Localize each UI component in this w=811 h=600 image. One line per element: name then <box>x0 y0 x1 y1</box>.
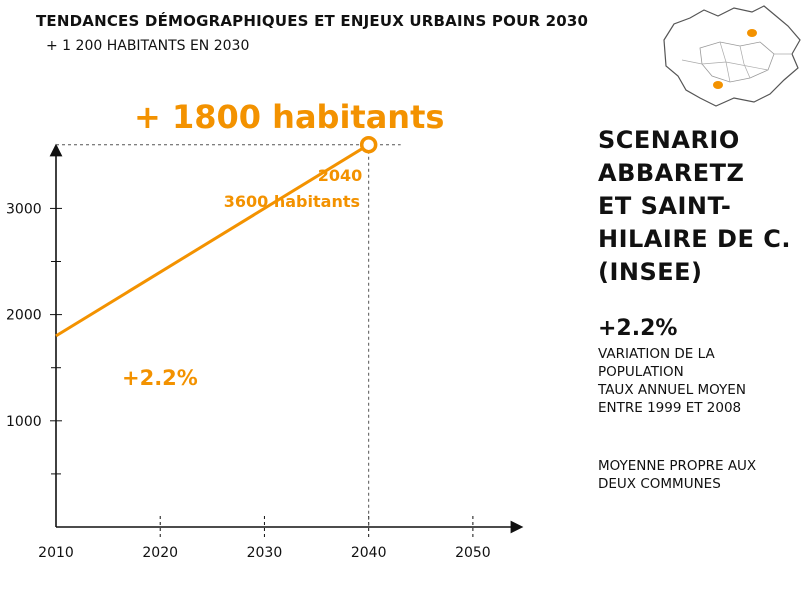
commune-boundaries-inner <box>681 41 792 83</box>
stat-note-line: DEUX COMMUNES <box>598 476 721 492</box>
x-tick-label: 2050 <box>455 545 491 561</box>
scenario-title-line: (INSEE) <box>598 258 703 286</box>
y-tick-label: 3000 <box>6 201 42 217</box>
scenario-title-line: HILAIRE DE C. <box>598 225 791 253</box>
headline-population-gain: + 1800 habitants <box>134 98 445 136</box>
x-tick-label: 2030 <box>247 545 283 561</box>
scenario-title-line: SCENARIO <box>598 126 740 154</box>
highlight-saint-hilaire <box>713 81 723 89</box>
y-tick-label: 1000 <box>6 414 42 430</box>
scenario-title: SCENARIO ABBARETZ ET SAINT- HILAIRE DE C… <box>598 124 803 289</box>
commune-boundaries <box>699 41 775 83</box>
stat-description: VARIATION DE LA POPULATION TAUX ANNUEL M… <box>598 345 798 417</box>
scenario-title-line: ABBARETZ <box>598 159 745 187</box>
stat-description-line: TAUX ANNUEL MOYEN <box>598 382 746 398</box>
annotation-growth-rate: +2.2% <box>122 366 198 390</box>
x-tick-label: 2010 <box>38 545 74 561</box>
stat-description-line: VARIATION DE LA <box>598 346 715 362</box>
annotation-end-year: 2040 <box>318 166 363 185</box>
y-tick-label: 2000 <box>6 308 42 324</box>
stat-value: +2.2% <box>598 316 678 341</box>
page-title: TENDANCES DÉMOGRAPHIQUES ET ENJEUX URBAI… <box>36 12 589 30</box>
page-subtitle: + 1 200 HABITANTS EN 2030 <box>46 38 250 54</box>
stat-note-line: MOYENNE PROPRE AUX <box>598 458 757 474</box>
stat-note: MOYENNE PROPRE AUX DEUX COMMUNES <box>598 457 798 493</box>
stat-description-line: ENTRE 1999 ET 2008 <box>598 400 742 416</box>
series-line <box>55 143 370 338</box>
x-tick-label: 2040 <box>351 545 387 561</box>
scenario-title-line: ET SAINT- <box>598 192 732 220</box>
locator-map <box>663 5 801 107</box>
chart-axes <box>49 143 524 534</box>
x-tick-label: 2020 <box>142 545 178 561</box>
stat-description-line: POPULATION <box>598 364 684 380</box>
highlight-abbaretz <box>747 29 757 37</box>
population-line-chart: 2010 2020 2030 2040 2050 1000 2000 3000 2040 36… <box>6 135 524 561</box>
annotation-end-value: 3600 habitants <box>224 192 360 211</box>
territory-outline <box>663 5 801 107</box>
highlight-point <box>359 135 378 154</box>
